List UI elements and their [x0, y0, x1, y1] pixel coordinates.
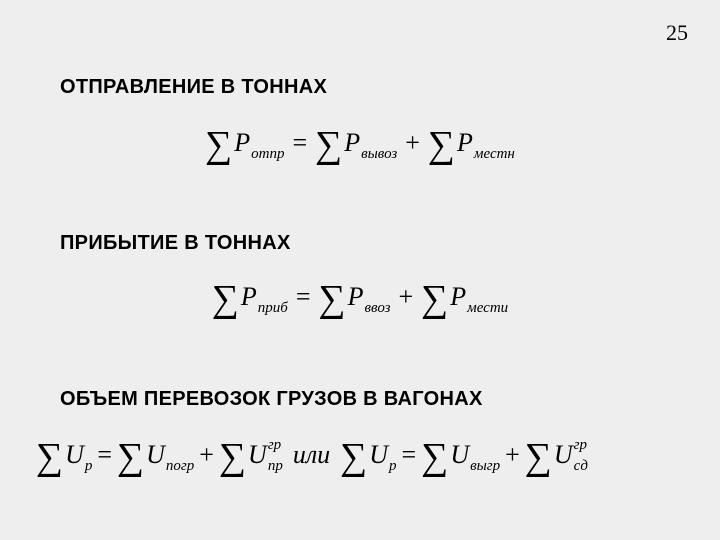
section-title-departure: ОТПРАВЛЕНИЕ В ТОННАХ	[60, 76, 680, 99]
section-title-volume: ОБЪЕМ ПЕРЕВОЗОК ГРУЗОВ В ВАГОНАХ	[60, 388, 680, 411]
page-number: 25	[666, 20, 688, 46]
sigma-icon: ∑	[525, 438, 554, 476]
var-u: U	[65, 440, 84, 470]
sigma-icon: ∑	[319, 280, 348, 318]
term-u-pogr: U погр	[146, 440, 194, 470]
term-u-vygr: U выгр	[450, 440, 500, 470]
section-title-arrival: ПРИБЫТИЕ В ТОННАХ	[60, 232, 680, 255]
var-u: U	[248, 440, 267, 470]
sub-prib: приб	[257, 300, 288, 317]
term-p-otpr: P отпр	[234, 128, 284, 158]
sigma-icon: ∑	[421, 280, 450, 318]
var-u: U	[369, 440, 388, 470]
term-p-vyvoz: P вывоз	[344, 128, 397, 158]
op-eq: =	[92, 440, 117, 470]
supsub-pr-gr: гр пр	[267, 442, 283, 471]
op-eq: =	[288, 282, 319, 312]
section-arrival: ПРИБЫТИЕ В ТОННАХ	[60, 232, 680, 255]
sub-mestn: местн	[473, 146, 515, 163]
section-departure: ОТПРАВЛЕНИЕ В ТОННАХ	[60, 76, 680, 99]
op-eq: =	[284, 128, 315, 158]
sigma-icon: ∑	[36, 438, 65, 476]
sub-vygr: выгр	[469, 458, 500, 475]
var-p: P	[344, 128, 360, 158]
term-p-mesti: P мести	[450, 282, 508, 312]
sub-p: р	[84, 458, 93, 475]
sigma-icon: ∑	[205, 126, 234, 164]
var-p: P	[457, 128, 473, 158]
sub-pr: пр	[268, 459, 283, 473]
var-u: U	[146, 440, 165, 470]
sub-mesti: мести	[466, 300, 508, 317]
term-p-mestn: P местн	[457, 128, 515, 158]
term-u-sd-gr: U гр сд	[554, 440, 588, 470]
sigma-icon: ∑	[340, 438, 369, 476]
op-plus: +	[500, 440, 525, 470]
op-plus: +	[194, 440, 219, 470]
var-u: U	[554, 440, 573, 470]
sigma-icon: ∑	[219, 438, 248, 476]
sub-vyvoz: вывоз	[360, 146, 397, 163]
sigma-icon: ∑	[117, 438, 146, 476]
op-plus: +	[397, 128, 428, 158]
term-u-p-b: U р	[369, 440, 396, 470]
sub-sd: сд	[574, 459, 588, 473]
sigma-icon: ∑	[212, 280, 241, 318]
var-p: P	[234, 128, 250, 158]
supsub-sd-gr: гр сд	[573, 442, 588, 471]
sigma-icon: ∑	[421, 438, 450, 476]
sub-otpr: отпр	[250, 146, 284, 163]
formula-arrival: ∑ P приб = ∑ P ввоз + ∑ P мести	[0, 278, 720, 316]
formula-departure: ∑ P отпр = ∑ P вывоз + ∑ P местн	[0, 124, 720, 162]
term-p-prib: P приб	[241, 282, 288, 312]
term-u-pr-gr: U гр пр	[248, 440, 283, 470]
term-u-p: U р	[65, 440, 92, 470]
op-plus: +	[390, 282, 421, 312]
var-u: U	[450, 440, 469, 470]
var-p: P	[241, 282, 257, 312]
formula-volume: ∑ U р = ∑ U погр + ∑ U гр пр или ∑ U р =…	[36, 436, 700, 474]
sigma-icon: ∑	[428, 126, 457, 164]
var-p: P	[450, 282, 466, 312]
sub-pogr: погр	[165, 458, 194, 475]
word-or: или	[283, 440, 340, 470]
section-volume: ОБЪЕМ ПЕРЕВОЗОК ГРУЗОВ В ВАГОНАХ	[60, 388, 680, 411]
sup-gr: гр	[268, 438, 283, 452]
sup-gr: гр	[574, 438, 588, 452]
op-eq: =	[397, 440, 422, 470]
term-p-vvoz: P ввоз	[348, 282, 391, 312]
var-p: P	[348, 282, 364, 312]
sigma-icon: ∑	[315, 126, 344, 164]
sub-p: р	[388, 458, 397, 475]
sub-vvoz: ввоз	[364, 300, 391, 317]
